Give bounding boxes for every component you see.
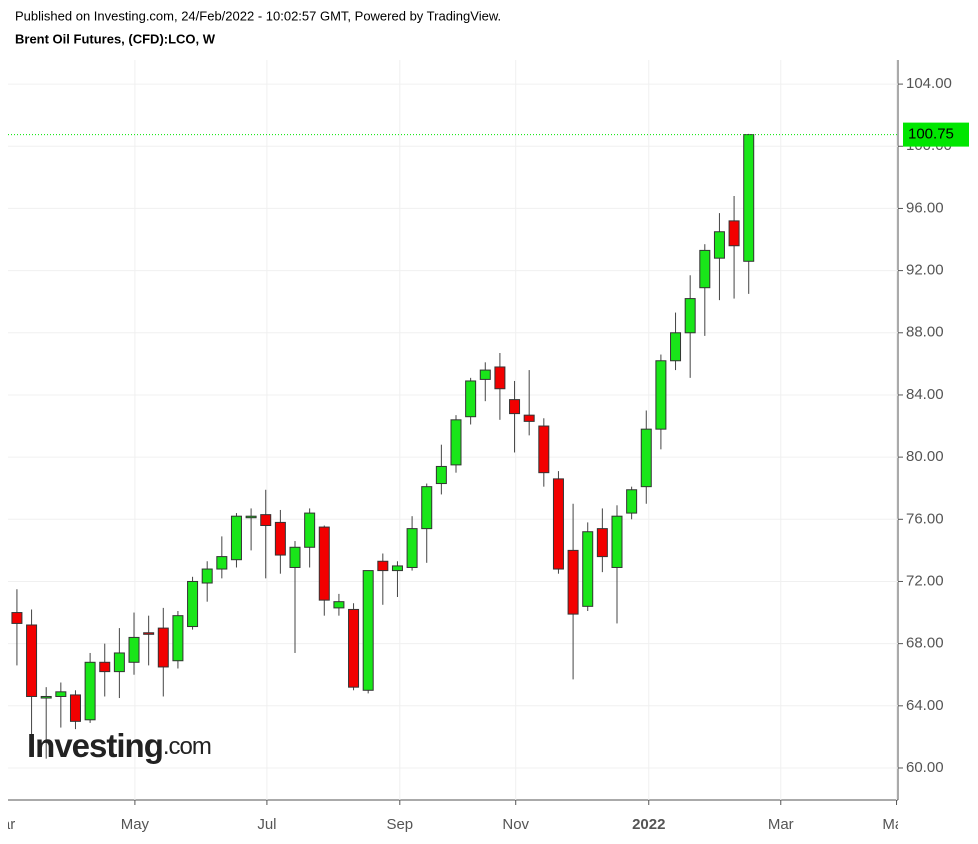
candle-body	[230, 515, 242, 561]
last-price-label: 100.75	[908, 126, 954, 143]
candle-body	[435, 465, 447, 485]
x-tick-label: Mar	[768, 816, 794, 833]
candle-body	[187, 580, 199, 628]
candle-body	[450, 419, 462, 466]
candle-body	[684, 298, 696, 334]
candle-body	[611, 515, 623, 568]
candle-body	[99, 661, 111, 673]
candle-body	[509, 399, 521, 415]
candle-body	[318, 526, 330, 601]
candle-body	[216, 556, 228, 570]
y-tick-label: 60.00	[906, 759, 944, 776]
candle-body	[494, 366, 506, 390]
candle-body	[582, 531, 594, 607]
y-tick-label: 104.00	[906, 75, 952, 92]
candle-body	[260, 514, 272, 527]
x-tick-label: 2022	[632, 816, 665, 833]
candle-body	[362, 570, 374, 691]
y-tick-label: 80.00	[906, 448, 944, 465]
candle-body	[128, 636, 140, 663]
symbol-title: Brent Oil Futures, (CFD):LCO, W	[15, 31, 216, 46]
x-tick-label: Jul	[257, 816, 276, 833]
candle-body	[377, 560, 389, 572]
y-tick-label: 96.00	[906, 199, 944, 216]
candle-body	[728, 220, 740, 247]
candle-body	[84, 661, 96, 721]
candle-body	[55, 691, 67, 697]
x-tick-label: Sep	[386, 816, 413, 833]
candle-body	[699, 249, 711, 289]
watermark-suffix: .com	[163, 733, 211, 760]
candle-body	[626, 489, 638, 514]
candle-body	[69, 694, 81, 722]
candle-body	[157, 627, 169, 668]
candle-body	[552, 478, 564, 570]
candle-body	[538, 425, 550, 474]
watermark-name: Investing	[27, 727, 163, 764]
x-tick-label: May	[121, 816, 150, 833]
published-note: Published on Investing.com, 24/Feb/2022 …	[15, 8, 501, 23]
candle-body	[567, 549, 579, 615]
candle-body	[596, 528, 608, 558]
candle-body	[713, 231, 725, 259]
x-tick-label: May	[882, 816, 911, 833]
candle-body	[40, 695, 52, 699]
y-tick-label: 92.00	[906, 262, 944, 279]
y-tick-label: 84.00	[906, 386, 944, 403]
candle-body	[333, 601, 345, 609]
candle-body	[245, 515, 257, 519]
candle-body	[465, 380, 477, 418]
y-tick-label: 76.00	[906, 510, 944, 527]
candle-body	[274, 521, 286, 556]
x-tick-label: Nov	[502, 816, 529, 833]
candle-body	[655, 360, 667, 430]
candle-body	[26, 624, 38, 697]
candle-body	[348, 608, 360, 688]
candle-body	[143, 632, 155, 635]
candle-body	[172, 615, 184, 662]
y-tick-label: 68.00	[906, 635, 944, 652]
candle-body	[201, 568, 213, 584]
candle-body	[743, 134, 755, 262]
candle-body	[421, 486, 433, 530]
candle-body	[523, 414, 535, 422]
last-price-box	[903, 122, 969, 147]
candle-body	[406, 528, 418, 568]
watermark: Investing.com	[27, 727, 211, 764]
y-tick-label: 72.00	[906, 572, 944, 589]
y-tick-label: 88.00	[906, 324, 944, 341]
candle-body	[11, 612, 23, 624]
candle-body	[670, 332, 682, 362]
candle-body	[304, 512, 316, 548]
x-tick-label: Mar	[0, 816, 15, 833]
candle-body	[113, 652, 125, 673]
candle-body	[391, 565, 403, 572]
candle-body	[289, 546, 301, 568]
candle-body	[640, 428, 652, 488]
y-tick-label: 64.00	[906, 697, 944, 714]
candle-body	[479, 369, 491, 380]
